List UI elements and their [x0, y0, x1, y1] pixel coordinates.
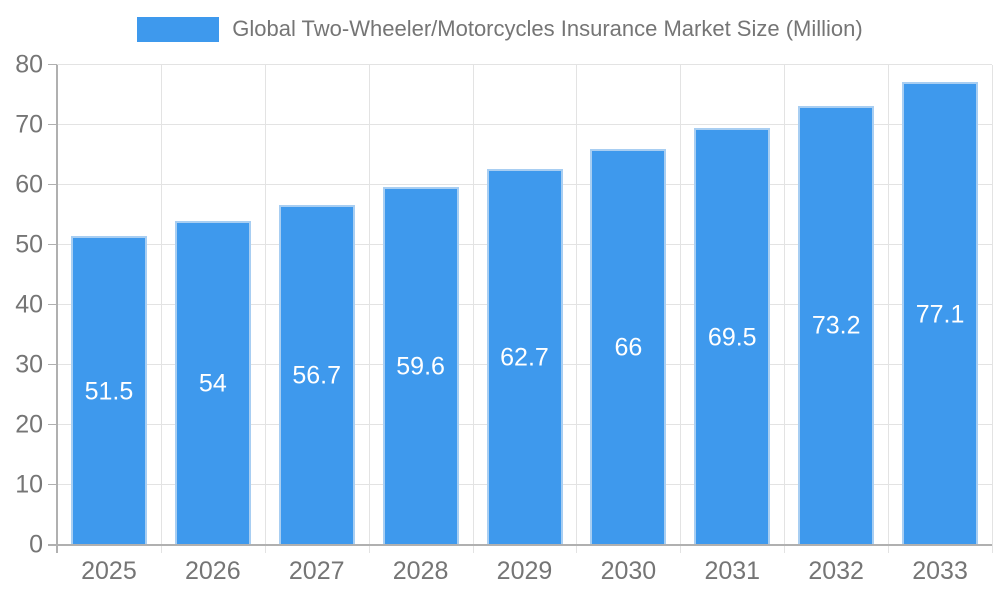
- gridline-vertical: [576, 65, 577, 553]
- gridline-vertical: [992, 65, 993, 553]
- x-tick-label: 2025: [81, 557, 137, 585]
- x-tick-label: 2027: [288, 557, 345, 585]
- gridline-vertical: [473, 65, 474, 553]
- chart-title: Global Two-Wheeler/Motorcycles Insurance…: [232, 16, 863, 41]
- y-axis-tick: [48, 124, 57, 125]
- y-tick-label: 20: [15, 410, 43, 439]
- bar-value-label: 66: [614, 333, 643, 362]
- gridline-vertical: [369, 65, 370, 553]
- plot-area: 0 10 20 30 40 50 60 70 80 2025 2026 2027 2028 2029 203…: [15, 52, 993, 584]
- x-tick-label: 2032: [808, 557, 864, 585]
- legend-swatch-icon: [137, 16, 220, 42]
- bar-value-label: 62.7: [500, 343, 549, 372]
- bar[interactable]: 59.6: [382, 187, 459, 545]
- y-axis-tick: [48, 304, 57, 305]
- bar[interactable]: 77.1: [902, 82, 979, 545]
- y-tick-label: 50: [15, 230, 43, 259]
- y-axis-line: [56, 65, 58, 553]
- bar-value-label: 59.6: [396, 352, 445, 381]
- gridline-vertical: [888, 65, 889, 553]
- x-tick-label: 2028: [392, 557, 449, 585]
- bar[interactable]: 66: [590, 149, 667, 545]
- gridline-vertical: [161, 65, 162, 553]
- gridline-horizontal: [57, 64, 992, 65]
- bar[interactable]: 54: [174, 221, 251, 545]
- y-axis-tick: [48, 424, 57, 425]
- bar-value-label: 69.5: [707, 323, 757, 351]
- x-axis-line: [48, 544, 992, 546]
- y-tick-label: 40: [15, 290, 43, 319]
- bar[interactable]: 69.5: [694, 128, 771, 545]
- y-axis-tick: [48, 484, 57, 485]
- y-tick-label: 80: [15, 50, 43, 79]
- bar-value-label: 73.2: [811, 311, 861, 340]
- y-axis-tick: [48, 244, 57, 245]
- bar[interactable]: 73.2: [798, 105, 875, 545]
- bar-value-label: 54: [198, 369, 227, 398]
- x-tick-label: 2033: [912, 557, 968, 585]
- bar[interactable]: 56.7: [278, 204, 355, 545]
- y-axis-tick: [48, 64, 57, 65]
- x-tick-label: 2029: [496, 557, 553, 585]
- y-tick-label: 60: [15, 170, 43, 199]
- gridline-vertical: [680, 65, 681, 553]
- chart-legend[interactable]: Global Two-Wheeler/Motorcycles Insurance…: [0, 16, 1000, 42]
- bar[interactable]: 62.7: [486, 168, 563, 545]
- y-tick-label: 70: [15, 110, 43, 139]
- gridline-vertical: [784, 65, 785, 553]
- x-tick-label: 2030: [600, 557, 657, 585]
- y-axis-tick: [48, 364, 57, 365]
- y-axis-tick: [48, 184, 57, 185]
- bar-value-label: 51.5: [84, 377, 134, 405]
- bar[interactable]: 51.5: [70, 236, 147, 545]
- gridline-horizontal: [57, 124, 992, 125]
- y-tick-label: 30: [15, 350, 43, 379]
- y-tick-label: 10: [15, 470, 43, 499]
- x-tick-label: 2031: [704, 557, 761, 585]
- y-tick-label: 0: [29, 530, 43, 559]
- gridline-vertical: [265, 65, 266, 553]
- x-tick-label: 2026: [185, 557, 241, 585]
- bar-value-label: 56.7: [292, 361, 342, 390]
- bar-value-label: 77.1: [915, 300, 965, 329]
